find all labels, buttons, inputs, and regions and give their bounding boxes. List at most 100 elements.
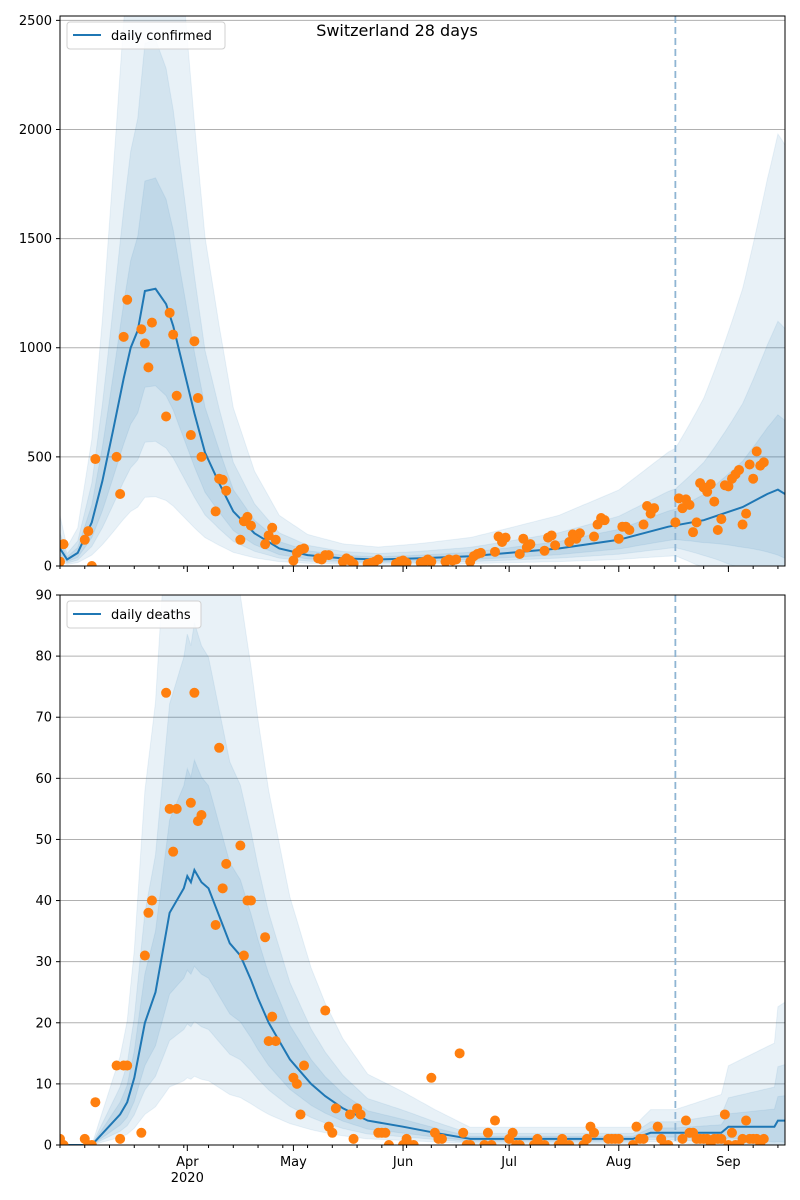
observed-point	[741, 508, 752, 519]
observed-point	[168, 329, 179, 340]
observed-point	[111, 1060, 122, 1071]
observed-point	[185, 430, 196, 441]
observed-point	[589, 531, 600, 542]
observed-point	[638, 519, 649, 530]
observed-point	[564, 1140, 575, 1145]
observed-point	[613, 1133, 624, 1144]
observed-point	[355, 1109, 366, 1120]
observed-point	[684, 499, 695, 510]
observed-point	[734, 464, 745, 475]
observed-point	[507, 1127, 518, 1138]
observed-point	[171, 390, 182, 401]
observed-point	[345, 1109, 355, 1120]
observed-point	[238, 950, 249, 961]
observed-point	[348, 1133, 359, 1144]
uncertainty-band	[60, 758, 785, 1145]
y-tick-label: 70	[35, 711, 52, 726]
observed-point	[380, 1127, 391, 1138]
observed-point	[245, 895, 256, 906]
observed-point	[235, 840, 246, 851]
observed-point	[748, 473, 759, 484]
observed-point	[716, 1133, 727, 1144]
observed-point	[631, 1121, 642, 1132]
observed-point	[299, 1060, 310, 1071]
observed-point	[383, 1140, 394, 1145]
observed-point	[189, 336, 200, 347]
y-tick-label: 80	[35, 650, 52, 665]
observed-point	[288, 555, 299, 566]
observed-point	[426, 1072, 437, 1083]
observed-point	[260, 539, 271, 550]
legend-box	[66, 600, 202, 629]
observed-point	[115, 1133, 126, 1144]
observed-point	[525, 539, 536, 550]
observed-point	[291, 1078, 302, 1089]
observed-point	[79, 534, 90, 545]
observed-point	[408, 1140, 419, 1145]
observed-point	[164, 803, 175, 814]
observed-point	[330, 1103, 341, 1114]
observed-point	[60, 539, 69, 550]
y-tick-label: 1000	[19, 341, 52, 356]
x-tick-label: Jul	[500, 1155, 517, 1170]
uncertainty-band	[60, 595, 785, 1145]
observed-points	[60, 687, 769, 1145]
observed-point	[136, 324, 147, 335]
observed-point	[514, 548, 525, 559]
observed-point	[83, 526, 94, 537]
observed-point	[436, 1133, 447, 1144]
confirmed-panel: 0 500 1000 1500 2000 2500 daily confirmed	[19, 14, 786, 575]
observed-point	[589, 1127, 600, 1138]
observed-point	[691, 517, 702, 528]
y-tick-label: 50	[35, 833, 52, 848]
observed-point	[161, 411, 172, 422]
y-tick-label: 500	[27, 450, 52, 465]
observed-point	[688, 527, 699, 538]
observed-point	[475, 547, 486, 558]
observed-point	[702, 486, 713, 497]
observed-point	[719, 1109, 730, 1120]
y-tick-label: 0	[44, 1139, 52, 1154]
observed-point	[90, 1097, 101, 1108]
observed-point	[245, 520, 256, 531]
observed-point	[263, 1036, 274, 1047]
observed-point	[758, 457, 769, 468]
observed-point	[677, 1133, 688, 1144]
observed-point	[161, 687, 172, 698]
observed-point	[518, 533, 529, 544]
legend-label: daily deaths	[111, 608, 191, 623]
observed-point	[751, 446, 762, 457]
legend: daily confirmed	[66, 21, 226, 50]
observed-point	[500, 532, 511, 543]
observed-point	[242, 511, 253, 522]
observed-point	[270, 534, 281, 545]
y-tick-label: 40	[35, 894, 52, 909]
observed-point	[122, 294, 133, 305]
observed-point	[143, 907, 154, 918]
axes-frame	[59, 15, 786, 567]
observed-point	[221, 485, 232, 496]
observed-point	[486, 1140, 497, 1145]
legend-label: daily confirmed	[111, 29, 212, 44]
x-tick-label: May	[280, 1155, 307, 1170]
observed-point	[599, 515, 610, 526]
uncertainty-band	[60, 16, 785, 566]
y-tick-label: 2500	[19, 14, 52, 29]
y-tick-label: 0	[44, 560, 52, 575]
observed-point	[168, 846, 179, 857]
observed-point	[539, 1140, 550, 1145]
observed-point	[680, 1115, 691, 1126]
observed-point	[758, 1133, 769, 1144]
observed-point	[214, 742, 225, 753]
observed-point	[146, 317, 157, 328]
observed-points	[60, 294, 769, 566]
observed-point	[267, 522, 278, 533]
y-tick-label: 10	[35, 1077, 52, 1092]
observed-point	[185, 797, 196, 808]
observed-point	[189, 687, 200, 698]
observed-point	[458, 1127, 469, 1138]
observed-point	[122, 1060, 133, 1071]
y-tick-label: 2000	[19, 123, 52, 138]
